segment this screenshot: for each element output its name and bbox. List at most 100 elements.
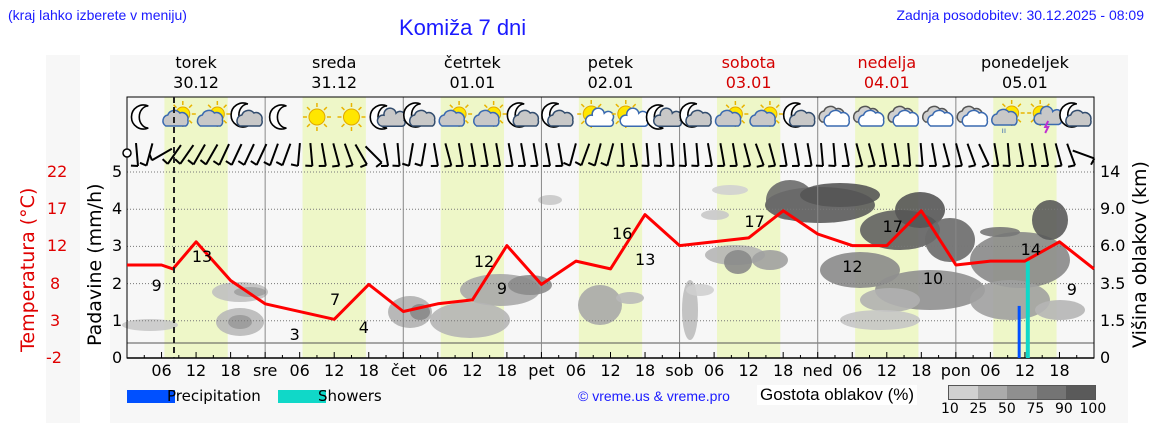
cloud-height-tick: 3.5 <box>1100 273 1126 293</box>
sun-cloud-icon <box>714 101 749 127</box>
weather-icons: ıı <box>130 100 1092 135</box>
moon-icon <box>268 104 287 130</box>
sun-cloud-icon <box>438 101 473 127</box>
showers-swatch <box>278 390 326 403</box>
sun-cloud-icon <box>162 101 196 127</box>
day-name: sreda <box>312 53 357 72</box>
density-scale-label: 100 <box>1079 401 1107 417</box>
x-tick: 06 <box>842 361 863 380</box>
temperature-label: 13 <box>635 250 656 269</box>
day-date: 05.01 <box>1002 73 1048 92</box>
moon-cloud-icon <box>403 102 436 128</box>
temperature-label: 12 <box>473 252 495 271</box>
temperature-label: 9 <box>1066 280 1077 299</box>
x-tick: 06 <box>151 361 172 380</box>
x-tick: ned <box>802 361 833 380</box>
temperature-label: 9 <box>496 279 508 298</box>
precipitation-tick: 3 <box>112 236 123 256</box>
temperature-label: 10 <box>922 269 944 288</box>
overcast-icon <box>852 105 885 127</box>
cloud-density-legend-title: Gostota oblakov (%) <box>757 385 918 405</box>
x-tick: 18 <box>1049 361 1070 380</box>
day-label-sobota: sobota 03.01 <box>689 53 809 93</box>
overcast-icon <box>887 105 920 127</box>
sun-small-cloud-icon <box>611 100 649 128</box>
density-scale-label: 75 <box>1026 401 1045 417</box>
temperature-tick: 3 <box>50 310 61 330</box>
page-title: Komiža 7 dni <box>399 15 527 40</box>
x-tick: 06 <box>565 361 587 380</box>
x-tick: 06 <box>980 361 1001 380</box>
overcast-icon <box>956 105 989 127</box>
moon-cloud-icon <box>782 102 816 128</box>
x-tick: sob <box>665 361 694 380</box>
temperature-tick: 12 <box>47 236 68 256</box>
density-scale-label: 10 <box>941 401 959 417</box>
x-tick: 18 <box>772 361 794 380</box>
temperature-tick: 22 <box>47 162 68 181</box>
x-tick: 12 <box>738 361 759 380</box>
precipitation-legend-label: Precipitation <box>167 387 261 405</box>
copyright-link[interactable]: © vreme.us & vreme.pro <box>578 388 730 404</box>
x-tick: 12 <box>600 361 621 380</box>
moon-cloud-icon <box>1059 102 1092 128</box>
day-label-torek: torek 30.12 <box>136 53 256 93</box>
cloud-height-tick: 1.5 <box>1100 310 1126 330</box>
precipitation-bars <box>1017 261 1030 358</box>
sun-icon <box>302 103 331 131</box>
x-tick: 18 <box>496 361 518 380</box>
overcast-icon <box>922 105 954 127</box>
x-tick: 06 <box>703 361 725 380</box>
showers-legend-label: Showers <box>318 387 382 405</box>
sun-cloud-icon <box>749 101 783 127</box>
x-tick: 18 <box>634 361 656 380</box>
sun-icon <box>337 103 366 131</box>
temperature-label: 17 <box>744 212 765 231</box>
precipitation-tick: 0 <box>112 348 123 367</box>
moon-small-cloud-icon <box>645 104 683 130</box>
day-date: 03.01 <box>725 73 772 92</box>
temperature-label: 17 <box>882 217 903 236</box>
x-tick: 06 <box>289 361 310 380</box>
x-tick: 12 <box>876 361 897 380</box>
temperature-label: 16 <box>612 224 633 243</box>
precipitation-tick: 5 <box>112 162 123 181</box>
day-label-ponedeljek: ponedeljek 05.01 <box>965 53 1085 93</box>
temperature-label: 4 <box>358 318 369 337</box>
temperature-tick: 17 <box>47 199 68 219</box>
x-tick: 12 <box>1014 361 1036 380</box>
temperature-line <box>127 209 1095 321</box>
temperature-label: 9 <box>151 276 162 295</box>
overcast-icon <box>818 105 851 127</box>
cloud-height-tick: 0 <box>1100 348 1111 367</box>
temperature-axis-panel <box>46 55 80 423</box>
x-tick: 12 <box>462 361 483 380</box>
density-scale-label: 25 <box>969 401 988 417</box>
sun-cloud-icon <box>196 101 231 127</box>
moon-cloud-icon <box>679 102 712 128</box>
x-tick: 12 <box>324 361 345 380</box>
x-tick: 18 <box>911 361 932 380</box>
density-scale-label: 50 <box>998 401 1016 417</box>
x-tick: čet <box>390 361 416 380</box>
moon-small-cloud-icon <box>369 104 407 130</box>
day-name: četrtek <box>443 53 501 72</box>
day-label-četrtek: četrtek 01.01 <box>412 53 532 93</box>
precipitation-tick: 1 <box>112 310 123 330</box>
precipitation-swatch <box>127 390 175 403</box>
x-tick: sre <box>252 361 278 380</box>
temperature-label: 12 <box>842 257 863 276</box>
day-name: petek <box>587 53 634 72</box>
wind-barbs <box>122 142 1096 169</box>
cloud-height-tick: 6.0 <box>1100 236 1126 256</box>
last-update: Zadnja posodobitev: 30.12.2025 - 08:09 <box>896 7 1144 23</box>
temperature-label: 7 <box>329 290 341 309</box>
sun-rain-cloud-icon: ıı <box>991 100 1025 135</box>
svg-text:ıı: ıı <box>1002 126 1006 135</box>
location-hint[interactable]: (kraj lahko izberete v meniju) <box>8 7 187 23</box>
x-tick: 12 <box>185 361 207 380</box>
day-label-petek: petek 02.01 <box>551 53 671 93</box>
day-label-sreda: sreda 31.12 <box>274 53 394 93</box>
day-name: torek <box>175 53 217 72</box>
